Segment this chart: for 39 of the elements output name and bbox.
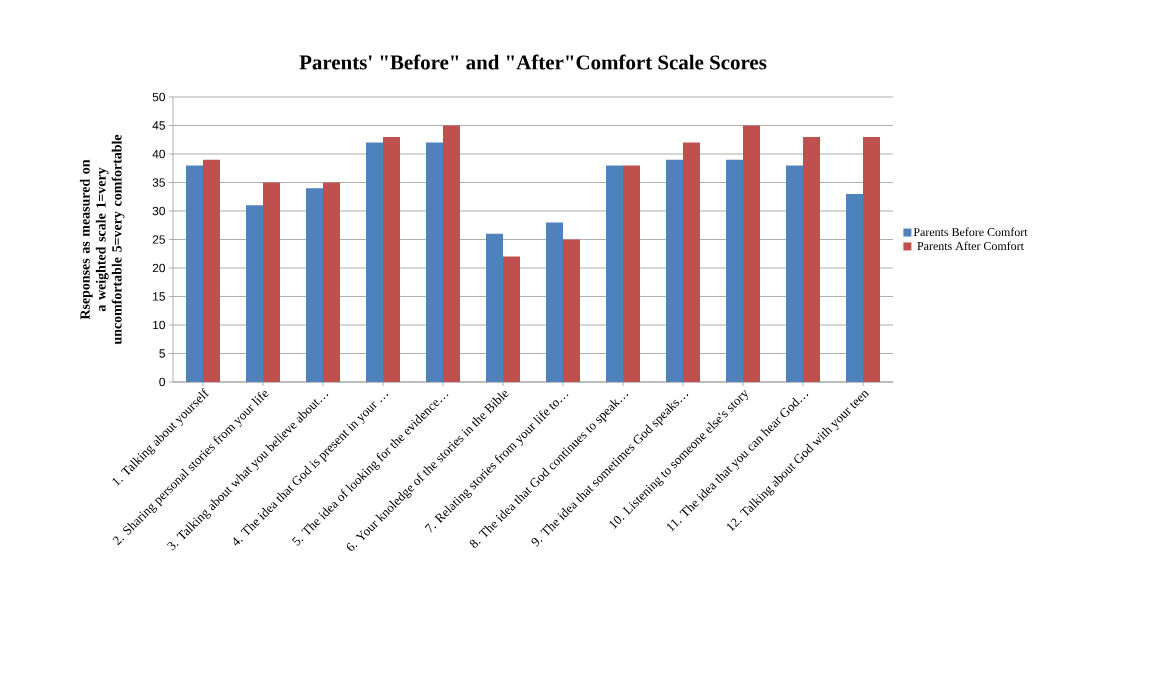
bar — [863, 136, 881, 382]
bar — [666, 159, 683, 382]
bar — [306, 188, 323, 382]
y-tick-label: 10 — [153, 320, 166, 330]
y-tick-label: 25 — [152, 235, 165, 244]
bar — [803, 136, 821, 382]
y-tick-label: 20 — [152, 263, 166, 273]
bar — [503, 256, 520, 382]
bar — [606, 165, 623, 382]
bar — [323, 182, 340, 382]
legend-label: Parents Before Comfort — [913, 227, 1028, 237]
bar — [443, 125, 460, 382]
bar — [366, 142, 383, 382]
bar — [846, 193, 864, 382]
bar — [563, 239, 580, 382]
y-tick-label: 45 — [152, 121, 165, 130]
y-tick-label: 15 — [153, 292, 165, 301]
chart-title: Parents' "Before" and "After"Comfort Scale Scores — [299, 54, 767, 70]
y-tick-label: 35 — [152, 178, 165, 187]
legend-label: Parents After Comfort — [917, 241, 1024, 251]
bar — [743, 125, 761, 382]
bar — [683, 142, 701, 382]
bar — [426, 142, 443, 382]
bar — [203, 159, 220, 382]
bar — [263, 182, 280, 382]
y-tick-label: 30 — [152, 206, 166, 216]
bar — [246, 205, 263, 382]
y-tick-label: 40 — [152, 149, 166, 159]
bar — [786, 165, 804, 382]
y-tick-label: 0 — [159, 377, 166, 387]
y-tick-label: 50 — [152, 92, 166, 102]
bar — [486, 233, 503, 382]
bar — [546, 222, 563, 382]
y-axis-title: Rseponses as measured on a weighted scale 1=very uncomfortable 5=very comfortable — [79, 134, 125, 345]
y-tick-label: 5 — [159, 349, 165, 358]
bar — [623, 165, 640, 382]
bar — [186, 165, 203, 382]
bar — [726, 159, 744, 382]
bar — [383, 136, 400, 382]
